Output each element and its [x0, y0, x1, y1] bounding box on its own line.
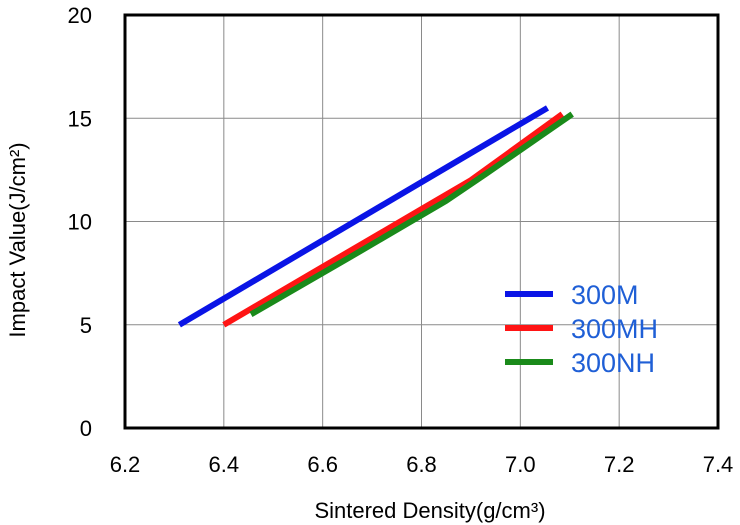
y-tick-labels: 0 5 10 15 20	[68, 3, 92, 441]
y-tick-label: 0	[80, 416, 92, 441]
series-line-300mh	[222, 111, 565, 328]
x-tick-label: 6.8	[406, 452, 437, 477]
legend-label-300mh: 300MH	[571, 314, 658, 344]
x-tick-label: 7.0	[505, 452, 536, 477]
legend-label-300m: 300M	[571, 280, 639, 310]
y-tick-label: 5	[80, 313, 92, 338]
x-tick-labels: 6.2 6.4 6.6 6.8 7.0 7.2 7.4	[110, 452, 734, 477]
legend-label-300nh: 300NH	[571, 348, 655, 378]
plot-frame	[123, 13, 720, 430]
y-tick-label: 15	[68, 106, 92, 131]
y-tick-label: 20	[68, 3, 92, 28]
x-tick-label: 6.2	[110, 452, 141, 477]
y-axis-title: Impact Value(J/cm²)	[5, 142, 30, 337]
series-line-300m	[177, 105, 550, 328]
x-tick-label: 7.4	[703, 452, 734, 477]
x-axis-title: Sintered Density(g/cm³)	[314, 498, 545, 523]
x-tick-label: 7.2	[604, 452, 635, 477]
series-layer	[177, 105, 574, 328]
y-tick-label: 10	[68, 210, 92, 235]
series-line-300nh	[249, 111, 574, 317]
legend: 300M 300MH 300NH	[505, 280, 658, 378]
x-tick-label: 6.6	[307, 452, 338, 477]
x-tick-label: 6.4	[209, 452, 240, 477]
